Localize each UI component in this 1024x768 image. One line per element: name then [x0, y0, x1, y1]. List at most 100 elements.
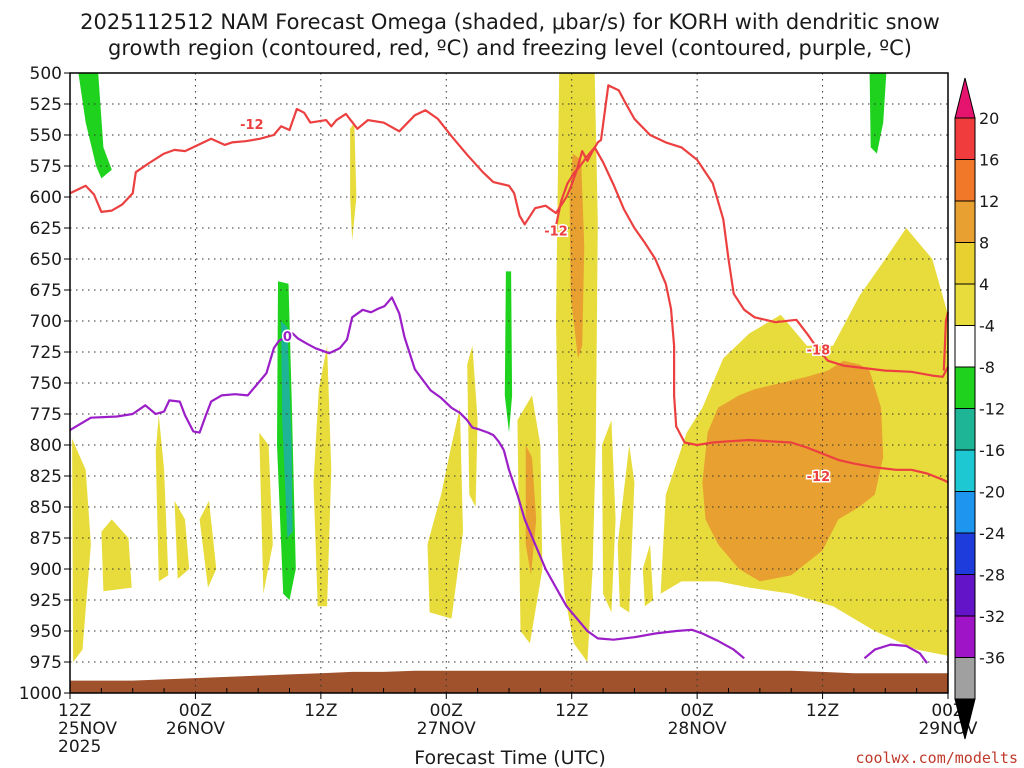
colorbar-label-1: 16: [979, 151, 999, 170]
y-tick-label-875: 875: [30, 529, 62, 549]
y-tick-label-850: 850: [30, 498, 62, 518]
contour-dgz-right-segment: [942, 312, 950, 371]
colorbar-top-triangle: [954, 77, 976, 119]
x-tick-label-36-line1: 00Z: [430, 701, 463, 721]
shade-teal-core-1: [281, 321, 293, 538]
x-tick-label-72-line1: 12Z: [806, 701, 839, 721]
y-tick-label-600: 600: [30, 188, 62, 208]
colorbar-label-11: -28: [979, 566, 1005, 585]
x-tick-label-12-line2: 26NOV: [166, 719, 225, 739]
shade-yellow-col-8: [350, 122, 357, 241]
x-tick-label-12-line1: 00Z: [179, 701, 212, 721]
shade-yellow-col-13: [617, 445, 635, 613]
shade-yellow-col-4: [174, 500, 190, 579]
shade-yellow-col-5: [199, 500, 217, 588]
y-tick-label-675: 675: [30, 281, 62, 301]
contour-dgz-lower: [552, 146, 949, 484]
colorbar-label-9: -20: [979, 483, 1005, 502]
y-tick-label-700: 700: [30, 312, 62, 332]
y-tick-label-650: 650: [30, 250, 62, 270]
colorbar-label-8: -16: [979, 441, 1005, 460]
y-tick-label-525: 525: [30, 95, 62, 115]
colorbar-swatch-2: [954, 200, 976, 243]
contour-dgz-upper: [69, 84, 949, 378]
colorbar-label-2: 12: [979, 192, 999, 211]
contour-freezing-level-bump: [863, 643, 928, 664]
colorbar-swatch-13: [954, 657, 976, 700]
contour-freezing-level-upper: [69, 296, 505, 451]
colorbar-label-7: -12: [979, 400, 1005, 419]
x-tick-label-0-line3: 2025: [58, 737, 101, 757]
shade-orange-main-column: [569, 153, 585, 359]
colorbar-label-12: -32: [979, 607, 1005, 626]
contour-freezing-level-lower: [502, 449, 745, 660]
colorbar-swatch-5: [954, 325, 976, 368]
x-tick-label-60-line2: 28NOV: [668, 719, 727, 739]
shade-yellow-col-12: [602, 420, 616, 613]
chart-title-line-2: growth region (contoured, red, ºC) and f…: [108, 36, 912, 60]
y-tick-label-575: 575: [30, 157, 62, 177]
terrain-layer: [70, 670, 948, 693]
terrain-fill: [70, 670, 948, 693]
y-tick-label-925: 925: [30, 591, 62, 611]
x-tick-label-60-line1: 00Z: [681, 701, 714, 721]
shade-green-column-4: [869, 73, 887, 154]
shade-yellow-main-column: [556, 73, 598, 662]
y-tick-label-1000: 1000: [19, 684, 62, 704]
shade-yellow-col-14: [642, 544, 654, 607]
colorbar-bottom-triangle: [954, 698, 976, 740]
colorbar-swatch-9: [954, 491, 976, 534]
contour-layer: -12 -12 -18 -12 0: [69, 84, 950, 664]
y-tick-label-825: 825: [30, 467, 62, 487]
contour-label-dgz-upper: -12: [240, 118, 264, 133]
colorbar-label-3: 8: [979, 234, 989, 253]
shade-yellow-col-3: [155, 415, 169, 582]
colorbar-label-0: 20: [979, 109, 999, 128]
chart-title-line-1: 2025112512 NAM Forecast Omega (shaded, μ…: [80, 10, 940, 34]
colorbar-swatch-0: [954, 117, 976, 160]
y-tick-label-900: 900: [30, 560, 62, 580]
colorbar-label-10: -24: [979, 524, 1005, 543]
x-tick-label-0-line2: 25NOV: [58, 719, 117, 739]
colorbar-label-6: -8: [979, 358, 995, 377]
colorbar: 20 16 12 8 4 -4 -8 -12 -16 -20 -24 -28 -32 -36: [954, 77, 1005, 740]
shade-yellow-col-9: [427, 407, 463, 619]
shade-orange-right-region: [702, 360, 884, 582]
shade-yellow-col-1: [72, 438, 91, 662]
colorbar-swatch-10: [954, 532, 976, 575]
colorbar-swatch-1: [954, 159, 976, 202]
shade-yellow-col-2: [101, 519, 132, 592]
credit-text: coolwx.com/modelts: [855, 749, 1018, 767]
y-tick-label-775: 775: [30, 405, 62, 425]
y-tick-label-725: 725: [30, 343, 62, 363]
colorbar-swatch-6: [954, 366, 976, 409]
y-axis: 500 525 550 575 600 625 650 675 700 725 750 775 800 8…: [19, 64, 70, 704]
shade-yellow-col-6: [259, 432, 273, 594]
y-tick-label-750: 750: [30, 374, 62, 394]
y-tick-label-800: 800: [30, 436, 62, 456]
x-tick-label-24-line1: 12Z: [304, 701, 337, 721]
colorbar-swatch-4: [954, 283, 976, 326]
contour-label-dgz-right-segment: -18: [807, 344, 831, 359]
colorbar-label-13: -36: [979, 649, 1005, 668]
y-tick-label-625: 625: [30, 219, 62, 239]
colorbar-label-5: -4: [979, 317, 995, 336]
y-tick-label-975: 975: [30, 653, 62, 673]
colorbar-swatch-7: [954, 408, 976, 451]
colorbar-swatch-11: [954, 574, 976, 617]
plot-area: -12 -12 -18 -12 0: [69, 72, 950, 694]
contour-label-dgz-lower: -12: [544, 224, 568, 239]
shade-green-column-1: [78, 73, 112, 179]
y-tick-label-500: 500: [30, 64, 62, 84]
colorbar-swatch-8: [954, 449, 976, 492]
x-tick-label-48-line1: 12Z: [555, 701, 588, 721]
x-axis-title: Forecast Time (UTC): [414, 747, 605, 768]
colorbar-label-4: 4: [979, 275, 989, 294]
grid-layer: [70, 73, 948, 693]
contour-label-freezing-level-upper: 0: [283, 330, 292, 345]
contour-label-dgz-label-only: -12: [807, 470, 831, 485]
omega-shading-layer: [72, 73, 948, 662]
y-tick-label-950: 950: [30, 622, 62, 642]
